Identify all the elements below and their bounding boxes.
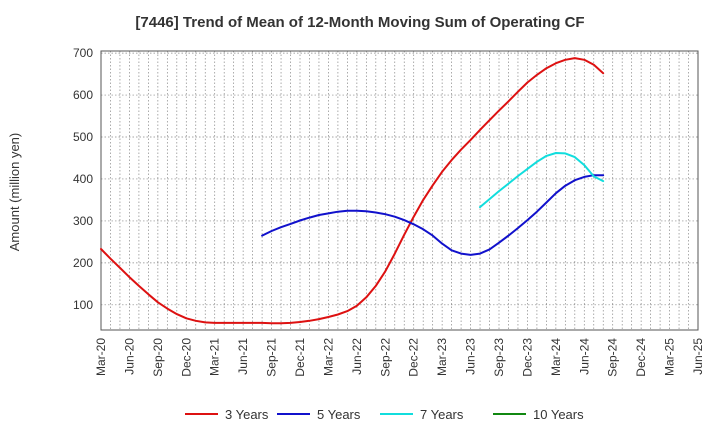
- x-tick-label: Mar-20: [94, 338, 108, 376]
- x-tick-label: Dec-22: [407, 338, 421, 377]
- x-tick-label: Mar-25: [663, 338, 677, 376]
- x-tick-label: Jun-25: [691, 338, 705, 375]
- legend-label-10-years: 10 Years: [533, 407, 584, 422]
- x-tick-label: Jun-23: [464, 338, 478, 375]
- series-line-5-years: [261, 174, 605, 256]
- plot-border: [100, 50, 699, 331]
- x-tick-label: Mar-22: [321, 338, 335, 376]
- x-tick-label: Dec-24: [634, 338, 648, 377]
- legend-label-5-years: 5 Years: [317, 407, 361, 422]
- x-tick-label: Mar-23: [435, 338, 449, 376]
- y-tick-label: 700: [73, 46, 93, 60]
- x-tick-label: Jun-20: [122, 338, 136, 375]
- x-tick-label: Sep-22: [378, 338, 392, 377]
- x-tick-label: Dec-21: [293, 338, 307, 377]
- legend-label-7-years: 7 Years: [420, 407, 464, 422]
- plot-area: 100 200 300 400 500 600 700 Mar-20 Jun-20 Sep-20 D…: [73, 46, 705, 377]
- chart-title: [7446] Trend of Mean of 12-Month Moving …: [135, 14, 584, 31]
- y-tick-label: 600: [73, 88, 93, 102]
- x-tick-label: Dec-23: [520, 338, 534, 377]
- y-tick-label: 100: [73, 298, 93, 312]
- x-tick-label: Sep-20: [151, 338, 165, 377]
- y-tick-label: 400: [73, 172, 93, 186]
- x-tick-label: Mar-24: [549, 338, 563, 376]
- x-tick-label: Sep-23: [492, 338, 506, 377]
- series-line-7-years: [479, 152, 605, 209]
- x-tick-label: Dec-20: [179, 338, 193, 377]
- x-tick-label: Jun-21: [236, 338, 250, 375]
- x-tick-label: Jun-24: [577, 338, 591, 375]
- y-tick-label: 300: [73, 214, 93, 228]
- y-axis-label: Amount (million yen): [7, 133, 22, 252]
- x-tick-label: Sep-24: [606, 338, 620, 377]
- x-tick-label: Sep-21: [265, 338, 279, 377]
- plot-background: [101, 51, 698, 330]
- y-tick-label: 200: [73, 256, 93, 270]
- legend: 3 Years 5 Years 7 Years 10 Years: [185, 407, 584, 422]
- legend-label-3-years: 3 Years: [225, 407, 269, 422]
- y-tick-label: 500: [73, 130, 93, 144]
- x-tick-label: Jun-22: [350, 338, 364, 375]
- x-tick-label: Mar-21: [208, 338, 222, 376]
- series-line-3-years: [100, 57, 605, 325]
